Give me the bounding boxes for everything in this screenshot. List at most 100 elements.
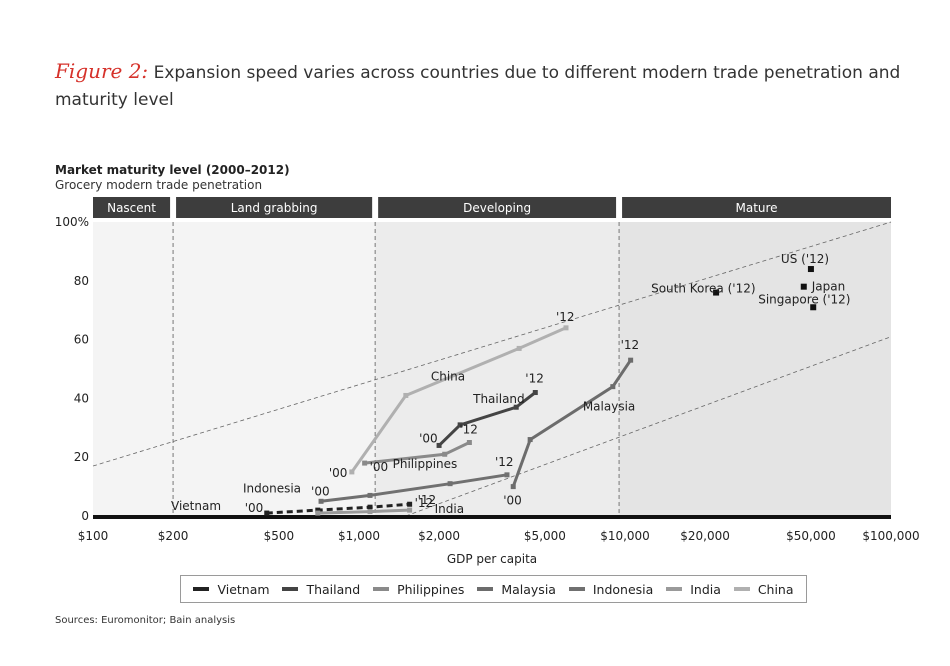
country-label: South Korea ('12)	[651, 282, 755, 296]
series-label: Malaysia	[583, 400, 635, 414]
x-axis-label: GDP per capita	[447, 552, 537, 566]
series-label: '12	[415, 496, 434, 510]
legend-label: Thailand	[306, 581, 361, 597]
x-tick-label: $100,000	[862, 529, 919, 543]
sources-note: Sources: Euromonitor; Bain analysis	[55, 615, 236, 626]
data-point	[516, 345, 522, 351]
data-point	[466, 440, 472, 445]
series-line-vietnam	[266, 502, 410, 515]
y-tick-label: 40	[74, 391, 89, 405]
legend-swatch	[282, 587, 299, 591]
chart-subtitle: Grocery modern trade penetration	[55, 178, 262, 192]
legend-item: Thailand	[282, 582, 360, 597]
data-point	[610, 384, 616, 390]
legend-swatch	[568, 587, 585, 591]
y-tick-label: 0	[81, 509, 89, 523]
trend-band-line-1	[405, 336, 892, 517]
legend-label: China	[757, 581, 794, 597]
data-point	[367, 504, 373, 510]
y-tick-label: 60	[74, 333, 89, 347]
legend-item: Vietnam	[193, 581, 270, 597]
legend-swatch	[193, 587, 210, 591]
data-point	[315, 507, 321, 513]
chart-title: Market maturity level (2000–2012)	[55, 163, 290, 177]
legend-label: Vietnam	[217, 581, 270, 597]
x-tick-label: $50,000	[786, 529, 836, 543]
y-tick-label: 20	[74, 450, 89, 464]
data-point	[510, 484, 516, 490]
legend-label: Malaysia	[501, 581, 556, 597]
country-point	[810, 304, 817, 311]
legend-label: Philippines	[397, 581, 465, 597]
country-label: Japan	[811, 280, 845, 294]
x-tick-label: $1,000	[338, 529, 380, 543]
series-line-indonesia	[320, 473, 508, 503]
data-point	[403, 392, 409, 398]
legend-swatch	[373, 587, 390, 591]
stage-header-1	[176, 197, 373, 218]
legend: Vietnam Thailand Philippines Malaysia Indone…	[180, 575, 807, 603]
trend-band-line-0	[92, 221, 892, 467]
data-point	[407, 507, 413, 513]
data-point	[563, 325, 569, 331]
series-label: '12	[495, 455, 514, 469]
x-tick-label: $500	[264, 529, 295, 543]
legend-item: Indonesia	[568, 581, 654, 597]
x-tick-label: $2,000	[418, 529, 460, 543]
data-point	[447, 481, 453, 487]
legend-item: India	[666, 582, 721, 597]
country-point	[800, 283, 807, 290]
series-label: '00	[370, 460, 389, 474]
series-label: '12	[459, 423, 478, 437]
x-tick-label: $200	[158, 529, 189, 543]
legend-swatch	[733, 587, 750, 591]
data-point	[457, 422, 463, 428]
figure-label: Figure 2:	[55, 59, 149, 83]
series-label: China	[431, 369, 465, 383]
country-label: Singapore ('12)	[758, 292, 850, 306]
series-line-malaysia	[511, 359, 632, 488]
region-shade-1	[375, 222, 620, 516]
data-point	[628, 357, 634, 363]
series-label: '00	[245, 501, 264, 515]
legend-swatch	[666, 587, 683, 591]
series-line-china	[350, 326, 567, 473]
country-point	[713, 289, 720, 296]
data-point	[442, 451, 448, 457]
stage-label: Land grabbing	[231, 201, 318, 215]
region-shade-2	[619, 222, 891, 516]
series-label: India	[435, 502, 464, 516]
y-tick-label: 80	[74, 274, 89, 288]
country-point	[807, 266, 814, 273]
stage-header-3	[622, 197, 891, 218]
series-label: Philippines	[393, 457, 458, 471]
legend-label: Indonesia	[592, 581, 654, 597]
series-label: '00	[329, 466, 348, 480]
data-point	[367, 509, 373, 515]
x-tick-label: $5,000	[524, 529, 566, 543]
plot-area: Nascent Land grabbing Developing Mature 0 20 4…	[55, 197, 920, 543]
stage-header-0	[93, 197, 171, 218]
data-point	[504, 472, 510, 478]
legend-label: India	[690, 581, 721, 597]
x-axis-line	[93, 515, 891, 519]
series-label: '00	[419, 431, 438, 445]
figure-caption: Expansion speed varies across countries …	[55, 63, 901, 110]
series-label: Vietnam	[171, 499, 221, 513]
x-tick-label: $20,000	[680, 529, 730, 543]
stage-label: Developing	[463, 201, 531, 215]
data-point	[349, 469, 355, 475]
series-label: '00	[311, 484, 330, 498]
series-label: '12	[556, 310, 575, 324]
stage-label: Mature	[735, 201, 777, 215]
region-shade-0	[93, 222, 376, 516]
series-label: '00	[503, 494, 522, 508]
series-label: '12	[621, 338, 640, 352]
data-point	[436, 442, 442, 448]
figure-title: Figure 2: Expansion speed varies across …	[55, 58, 915, 114]
series-label: Indonesia	[243, 481, 301, 495]
x-tick-label: $100	[78, 529, 109, 543]
data-point	[362, 460, 368, 466]
series-label: '12	[525, 372, 544, 386]
